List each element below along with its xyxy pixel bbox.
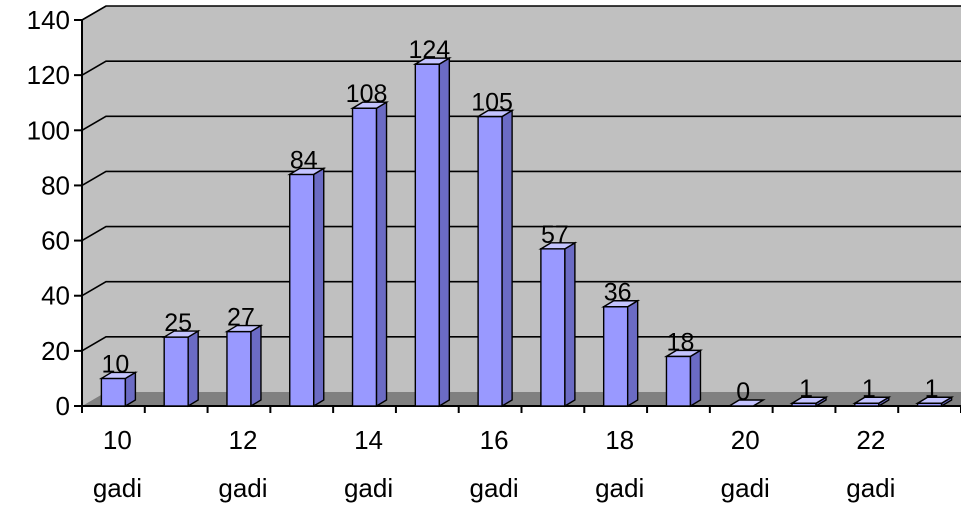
bar	[287, 167, 327, 408]
bar	[915, 396, 955, 408]
x-tick-label: 14 gadi	[344, 425, 393, 503]
x-tick-label-line1: 14	[354, 425, 383, 455]
gridline	[81, 225, 961, 242]
bar	[789, 396, 829, 408]
x-axis-ticks: 10 gadi 12 gadi 14 gadi 16 gadi 18 gadi 20 gadi 22 ga…	[93, 425, 896, 503]
y-tick-label: 0	[56, 391, 70, 421]
x-tick-label-line1: 16	[480, 425, 509, 455]
x-tick-label-line2: gadi	[470, 473, 519, 503]
data-label: 0	[736, 378, 750, 406]
y-tick-label: 80	[41, 170, 70, 200]
data-label: 1	[925, 375, 939, 403]
y-tick-label: 40	[41, 281, 70, 311]
data-label: 36	[604, 279, 632, 307]
x-tick-label-line1: 20	[731, 425, 760, 455]
y-tick-label: 140	[27, 5, 70, 35]
x-tick-label: 22 gadi	[846, 425, 895, 503]
x-tick-label-line1: 10	[103, 425, 132, 455]
x-tick-label-line1: 12	[229, 425, 258, 455]
gridline	[81, 336, 961, 352]
gridlines	[81, 5, 961, 352]
x-tick-label: 20 gadi	[721, 425, 770, 503]
data-label: 27	[227, 304, 255, 332]
gridline	[81, 280, 961, 297]
bar	[726, 399, 766, 407]
bar	[538, 241, 578, 408]
bar	[350, 100, 390, 408]
data-label: 84	[290, 146, 318, 174]
gridline	[81, 115, 961, 131]
bar	[601, 299, 641, 408]
bar	[161, 329, 201, 408]
plot-floor	[82, 392, 961, 406]
y-tick-label: 100	[27, 115, 70, 145]
bar	[852, 396, 892, 408]
bar	[475, 109, 515, 408]
x-tick-label-line2: gadi	[218, 473, 267, 503]
x-tick-label-line2: gadi	[595, 473, 644, 503]
floor-plane	[82, 392, 961, 406]
x-tick-label-line1: 18	[605, 425, 634, 455]
data-label: 25	[164, 309, 192, 337]
data-label: 1	[799, 375, 813, 403]
bar	[663, 349, 703, 408]
data-label: 10	[101, 350, 129, 378]
x-tick-label: 12 gadi	[218, 425, 267, 503]
data-label: 57	[541, 221, 569, 249]
x-tick-label-line2: gadi	[93, 473, 142, 503]
data-label: 108	[346, 80, 388, 108]
x-tick-label: 18 gadi	[595, 425, 644, 503]
y-axis-ticks: 0 20 40 60 80 100 120 140	[27, 5, 70, 421]
gridline	[81, 170, 961, 187]
bar	[224, 324, 264, 408]
data-labels: 10 25 27 84 108 124 105 57 36 18 0 1 1 1	[101, 36, 938, 406]
y-tick-label: 120	[27, 60, 70, 90]
y-tick-label: 20	[41, 336, 70, 366]
data-label: 18	[667, 328, 695, 356]
gridline	[81, 5, 961, 21]
x-tick-label: 16 gadi	[470, 425, 519, 503]
data-label: 124	[408, 36, 450, 64]
x-tick-label-line2: gadi	[344, 473, 393, 503]
x-tick-label-line2: gadi	[721, 473, 770, 503]
gridline	[81, 60, 961, 76]
x-tick-label: 10 gadi	[93, 425, 142, 503]
bars	[98, 56, 955, 408]
x-tick-label-line1: 22	[856, 425, 885, 455]
data-label: 1	[862, 375, 876, 403]
x-tick-label-line2: gadi	[846, 473, 895, 503]
y-tick-label: 60	[41, 226, 70, 256]
plot-background	[81, 5, 961, 406]
back-wall	[82, 6, 961, 406]
bar	[412, 56, 452, 408]
bar	[98, 371, 138, 408]
data-label: 105	[471, 89, 513, 117]
